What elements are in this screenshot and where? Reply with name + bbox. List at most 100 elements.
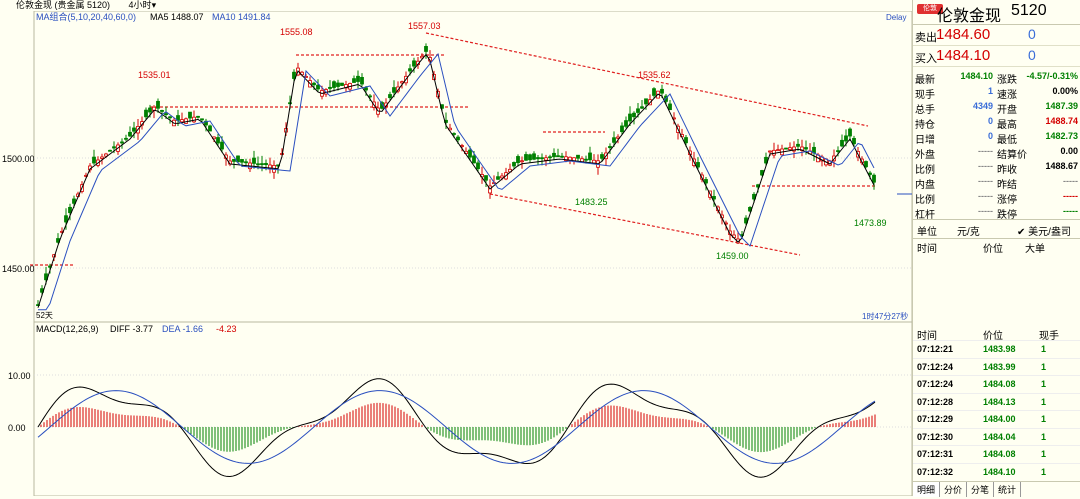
candle-body xyxy=(112,146,116,149)
ticks-header-time: 时间 xyxy=(917,244,937,255)
price-chart[interactable]: MA组合(5,10,20,40,60,0) MA5 1488.07 MA10 1… xyxy=(0,10,913,497)
candle-body xyxy=(536,157,540,160)
candle-body xyxy=(256,163,260,166)
candle-body xyxy=(628,113,632,122)
macd-diff-label: DIFF -3.77 xyxy=(110,324,153,334)
trade-price: 1483.99 xyxy=(983,361,1016,372)
stat-row: 比例 ----- 涨停 ----- xyxy=(913,189,1080,206)
buy-label: 买入 xyxy=(915,53,937,65)
candle-body xyxy=(196,115,200,118)
trade-time: 07:12:24 xyxy=(917,361,954,372)
candle-body xyxy=(408,68,412,72)
exchange-badge: 伦敦 xyxy=(917,4,943,14)
stat-row: 现手 1 速涨 0.00% xyxy=(913,84,1080,101)
candle-body xyxy=(216,137,220,144)
unit-row: 单位 元/克 ✔ 美元/盎司 xyxy=(913,220,1080,239)
tab-price-distribution[interactable]: 分价 xyxy=(940,482,968,497)
quote-header: 伦敦 伦敦金现 5120 xyxy=(913,0,1080,25)
annotation-low-1483-25: 1483.25 xyxy=(575,197,608,207)
candle-body xyxy=(556,155,560,158)
candle-body xyxy=(236,155,240,163)
trade-qty: 1 xyxy=(1041,466,1047,477)
candle-body xyxy=(804,147,808,150)
instrument-code: 5120 xyxy=(1011,2,1047,19)
stat-value: ----- xyxy=(978,176,993,186)
candle-body xyxy=(160,110,164,112)
y-tick-1500: 1500.00 xyxy=(2,154,35,164)
quote-panel: 伦敦 伦敦金现 5120 卖出 1484.60 0 买入 1484.10 0 最… xyxy=(912,0,1080,497)
annotation-high-1535-62: 1535.62 xyxy=(638,70,671,80)
trades-list[interactable]: 时间 价位 现手 07:12:21 1483.98 1 07:12:24 1483… xyxy=(913,326,1080,480)
candle-body xyxy=(360,77,364,85)
chart-title-bar: 伦敦金现 (贵金属 5120) 4小时▾ xyxy=(0,0,912,11)
candle-body xyxy=(612,137,616,143)
sell-label: 卖出 xyxy=(915,32,937,44)
unit-option-checkbox[interactable]: ✔ 美元/盎司 xyxy=(1017,227,1071,238)
candle-body xyxy=(396,86,400,92)
buy-volume: 0 xyxy=(1028,47,1036,63)
candle-body xyxy=(232,159,236,162)
trade-time: 07:12:24 xyxy=(917,379,954,389)
tab-statistics[interactable]: 统计 xyxy=(994,482,1022,497)
candle-body xyxy=(208,125,212,132)
trade-qty: 1 xyxy=(1041,414,1047,424)
candlestick-series xyxy=(36,43,876,307)
candle-body xyxy=(868,172,872,175)
trade-price: 1483.98 xyxy=(983,344,1016,354)
trendlines xyxy=(30,32,876,266)
candle-body xyxy=(260,163,264,166)
trade-row: 07:12:30 1484.04 1 xyxy=(913,427,1080,446)
stat-row: 内盘 ----- 昨结 ----- xyxy=(913,174,1080,191)
annotation-high-1535-01: 1535.01 xyxy=(138,70,171,80)
chart-area[interactable]: MA组合(5,10,20,40,60,0) MA5 1488.07 MA10 1… xyxy=(0,10,913,497)
stat-row: 最新 1484.10 涨跌 -4.57/-0.31% xyxy=(913,69,1080,86)
candle-body xyxy=(668,103,672,111)
candle-body xyxy=(540,157,544,160)
candle-body xyxy=(92,156,96,164)
candle-body xyxy=(36,304,40,307)
candle-body xyxy=(452,133,456,135)
macd-dea-line xyxy=(37,390,876,464)
stat-label: 最低 xyxy=(997,135,1017,146)
candle-body xyxy=(524,154,528,161)
trade-row: 07:12:24 1484.08 1 xyxy=(913,375,1080,393)
candle-body xyxy=(148,107,152,113)
trade-time: 07:12:29 xyxy=(917,414,954,424)
candle-body xyxy=(328,86,332,89)
candle-body xyxy=(516,156,520,164)
stat-value: 1 xyxy=(987,86,993,96)
candle-body xyxy=(600,154,604,159)
candle-body xyxy=(840,139,844,147)
tab-ticks[interactable]: 分笔 xyxy=(967,482,995,497)
candle-body xyxy=(632,112,636,118)
stat-label: 最高 xyxy=(997,120,1017,131)
candle-body xyxy=(340,82,344,86)
candle-body xyxy=(240,159,244,163)
trade-time: 07:12:28 xyxy=(917,396,954,407)
candle-body xyxy=(468,149,472,158)
y-tick-1450: 1450.00 xyxy=(2,264,35,274)
trades-header-price: 价位 xyxy=(983,331,1003,342)
candle-body xyxy=(244,161,248,164)
candle-body xyxy=(848,128,852,137)
candle-body xyxy=(316,84,320,90)
tab-detail[interactable]: 明细 xyxy=(913,482,941,497)
stat-label: 总手 xyxy=(915,105,935,116)
candle-body xyxy=(512,162,516,167)
candle-body xyxy=(424,46,428,52)
trade-time: 07:12:21 xyxy=(917,344,954,354)
trades-header: 时间 价位 现手 xyxy=(913,326,1080,342)
candle-body xyxy=(528,154,532,161)
macd-tick-10: 10.00 xyxy=(8,371,31,381)
period-selector[interactable]: 4小时▾ xyxy=(128,0,157,10)
stat-label: 跌停 xyxy=(997,210,1017,221)
ticks-header-bigorder: 大单 xyxy=(1025,244,1045,255)
candle-body xyxy=(844,135,848,142)
sell-volume: 0 xyxy=(1028,26,1036,42)
stat-label: 内盘 xyxy=(915,180,935,191)
annotation-high-1557-03: 1557.03 xyxy=(408,21,441,31)
candle-body xyxy=(220,141,224,150)
candle-body xyxy=(132,127,136,132)
trade-row: 07:12:32 1484.10 1 xyxy=(913,462,1080,481)
candle-body xyxy=(640,106,644,109)
